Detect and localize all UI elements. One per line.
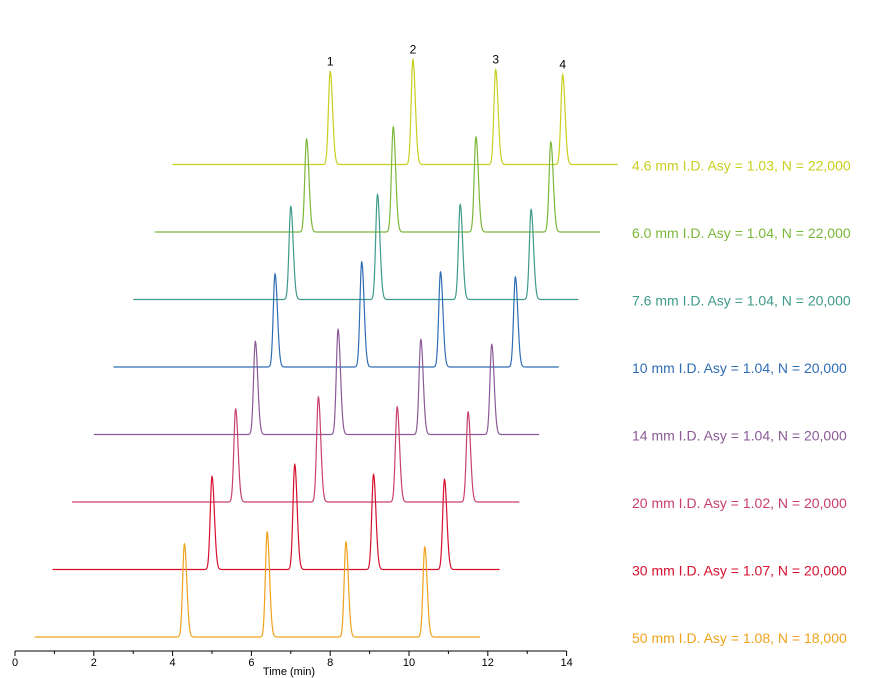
x-tick-label: 12: [482, 657, 494, 669]
peak-number-label: 1: [327, 55, 334, 69]
x-tick-label: 14: [560, 657, 572, 669]
trace-line: [133, 192, 579, 301]
trace-group: 50 mm I.D. Asy = 1.08, N = 18,000: [34, 530, 847, 646]
trace-group: 6.0 mm I.D. Asy = 1.04, N = 22,000: [154, 125, 851, 241]
peak-number-label: 4: [559, 58, 566, 72]
trace-line: [93, 327, 540, 436]
peak-labels: 1 2 3 4: [327, 43, 566, 72]
x-tick-label: 0: [12, 657, 18, 669]
trace-group: 30 mm I.D. Asy = 1.07, N = 20,000: [52, 462, 847, 579]
trace-label: 10 mm I.D. Asy = 1.04, N = 20,000: [632, 360, 847, 376]
trace-label: 7.6 mm I.D. Asy = 1.04, N = 20,000: [632, 293, 851, 309]
trace-group: 10 mm I.D. Asy = 1.04, N = 20,000: [113, 260, 847, 376]
trace-line: [72, 395, 520, 503]
trace-group: 4.6 mm I.D. Asy = 1.03, N = 22,000: [172, 57, 851, 174]
trace-group: 7.6 mm I.D. Asy = 1.04, N = 20,000: [133, 192, 851, 309]
x-axis: 0 2 4 6 8 10 12 14: [12, 650, 573, 669]
trace-line: [154, 125, 601, 233]
x-tick-label: 10: [403, 657, 415, 669]
x-axis-label: Time (min): [263, 666, 315, 678]
trace-group: 20 mm I.D. Asy = 1.02, N = 20,000: [72, 395, 847, 511]
trace-label: 6.0 mm I.D. Asy = 1.04, N = 22,000: [632, 225, 851, 241]
trace-label: 20 mm I.D. Asy = 1.02, N = 20,000: [632, 495, 847, 511]
trace-line: [34, 530, 480, 638]
trace-label: 14 mm I.D. Asy = 1.04, N = 20,000: [632, 428, 847, 444]
trace-line: [113, 260, 559, 368]
trace-label: 50 mm I.D. Asy = 1.08, N = 18,000: [632, 630, 847, 646]
x-tick-label: 2: [91, 657, 97, 669]
trace-line: [52, 462, 500, 571]
x-tick-label: 6: [248, 657, 254, 669]
trace-group: 14 mm I.D. Asy = 1.04, N = 20,000: [93, 327, 847, 444]
x-tick-label: 8: [327, 657, 333, 669]
traces: 4.6 mm I.D. Asy = 1.03, N = 22,000 6.0 mm…: [34, 57, 851, 646]
peak-number-label: 2: [410, 43, 417, 57]
trace-label: 30 mm I.D. Asy = 1.07, N = 20,000: [632, 563, 847, 579]
trace-label: 4.6 mm I.D. Asy = 1.03, N = 22,000: [632, 158, 851, 174]
x-tick-label: 4: [170, 657, 176, 669]
peak-number-label: 3: [492, 53, 499, 67]
